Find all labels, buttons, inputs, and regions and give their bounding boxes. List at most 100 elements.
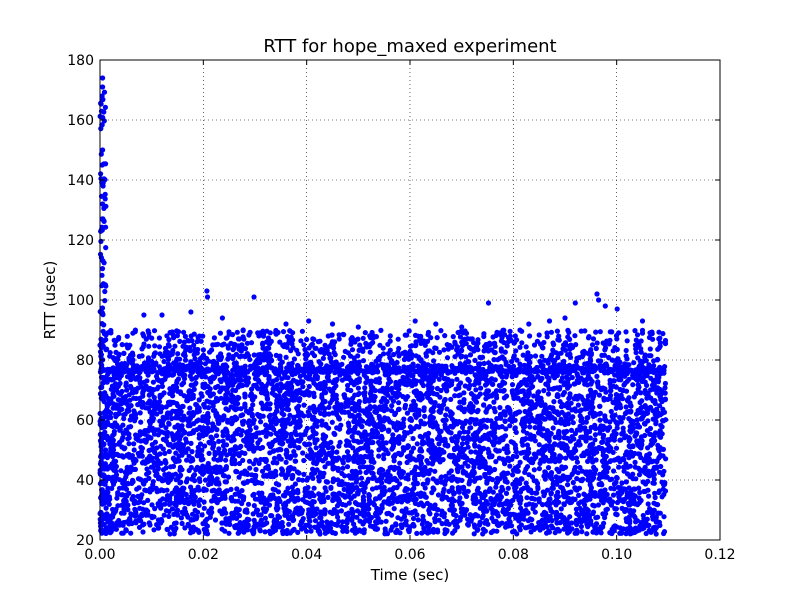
data-point bbox=[502, 332, 508, 338]
data-point bbox=[477, 376, 483, 382]
data-point bbox=[302, 486, 308, 492]
data-point bbox=[362, 429, 368, 435]
data-point bbox=[301, 471, 307, 477]
data-point bbox=[326, 404, 332, 410]
data-point bbox=[359, 424, 365, 430]
data-point bbox=[362, 330, 368, 336]
data-point bbox=[115, 490, 121, 496]
data-point bbox=[193, 467, 199, 473]
data-point bbox=[404, 486, 411, 492]
data-point bbox=[614, 524, 620, 530]
data-point bbox=[102, 447, 108, 453]
data-point bbox=[356, 398, 362, 405]
data-point bbox=[632, 328, 638, 334]
data-point bbox=[336, 443, 342, 449]
data-point bbox=[578, 523, 585, 530]
data-point bbox=[653, 531, 659, 537]
data-point bbox=[188, 440, 194, 446]
data-point bbox=[344, 528, 350, 535]
data-point bbox=[593, 329, 599, 335]
data-point bbox=[255, 365, 261, 371]
data-point bbox=[228, 340, 234, 346]
data-point bbox=[252, 496, 258, 502]
data-point bbox=[523, 480, 529, 486]
data-point bbox=[103, 505, 109, 511]
data-point bbox=[180, 442, 187, 448]
data-point bbox=[589, 342, 596, 348]
data-point bbox=[490, 489, 496, 495]
data-point bbox=[107, 441, 113, 447]
data-point bbox=[154, 522, 160, 528]
data-point bbox=[613, 457, 619, 463]
data-point bbox=[120, 492, 126, 498]
data-point bbox=[576, 492, 582, 498]
data-point bbox=[590, 502, 596, 508]
data-point bbox=[595, 502, 602, 508]
data-point bbox=[251, 352, 257, 358]
data-point bbox=[624, 356, 630, 362]
data-point bbox=[412, 403, 418, 409]
data-point bbox=[203, 431, 209, 437]
data-point bbox=[647, 431, 653, 437]
data-point bbox=[518, 522, 525, 528]
data-point bbox=[577, 413, 583, 419]
data-point bbox=[425, 332, 431, 338]
data-point bbox=[349, 347, 356, 353]
data-point bbox=[147, 486, 153, 492]
data-point bbox=[115, 503, 121, 509]
data-point bbox=[652, 494, 658, 501]
data-point bbox=[337, 372, 343, 378]
data-point bbox=[145, 497, 151, 503]
data-point bbox=[388, 408, 395, 414]
data-point bbox=[156, 364, 162, 370]
data-point bbox=[246, 458, 253, 464]
data-point bbox=[139, 460, 146, 466]
data-point bbox=[211, 335, 217, 341]
data-point bbox=[573, 359, 580, 365]
data-point bbox=[591, 393, 597, 399]
data-point bbox=[235, 336, 242, 342]
data-point bbox=[291, 439, 297, 445]
data-point bbox=[561, 502, 567, 508]
data-point bbox=[367, 349, 373, 355]
data-point bbox=[191, 501, 197, 507]
data-point bbox=[308, 528, 314, 534]
data-point bbox=[241, 418, 247, 424]
data-point bbox=[160, 436, 166, 442]
data-point bbox=[263, 465, 269, 471]
data-point bbox=[444, 355, 451, 361]
data-point bbox=[594, 340, 600, 346]
data-point bbox=[163, 460, 169, 466]
data-point bbox=[435, 492, 442, 498]
data-point bbox=[621, 468, 627, 474]
data-point bbox=[167, 493, 173, 499]
data-point bbox=[441, 398, 447, 404]
data-point bbox=[461, 390, 467, 396]
data-point bbox=[306, 507, 312, 513]
data-point bbox=[216, 446, 222, 452]
data-point bbox=[440, 493, 446, 499]
data-point bbox=[244, 516, 250, 522]
data-point bbox=[662, 337, 669, 344]
data-point bbox=[485, 360, 492, 366]
data-point bbox=[169, 329, 175, 335]
data-point bbox=[329, 419, 335, 425]
data-point bbox=[267, 330, 273, 336]
data-point bbox=[300, 450, 306, 456]
data-point bbox=[297, 432, 303, 438]
data-point bbox=[341, 332, 347, 338]
data-point bbox=[425, 367, 431, 373]
data-point bbox=[558, 416, 564, 422]
data-point bbox=[532, 353, 539, 359]
data-point bbox=[285, 485, 291, 491]
data-point bbox=[472, 357, 478, 363]
data-point bbox=[489, 501, 496, 508]
data-point bbox=[517, 361, 523, 367]
data-point bbox=[459, 342, 466, 349]
data-point bbox=[152, 468, 158, 474]
data-point bbox=[638, 338, 644, 344]
data-point bbox=[155, 401, 161, 407]
data-point bbox=[478, 385, 484, 391]
data-point bbox=[218, 354, 224, 360]
data-point bbox=[611, 468, 617, 474]
